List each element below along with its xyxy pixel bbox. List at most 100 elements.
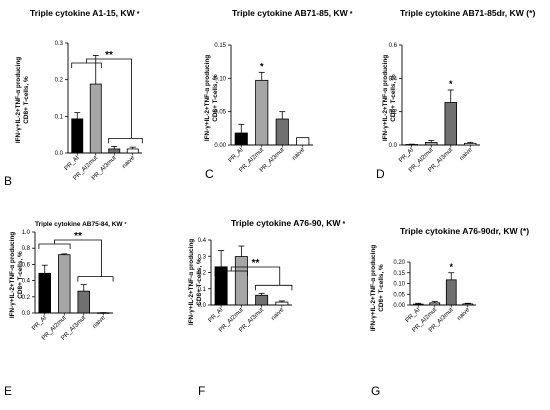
group-bracket-right — [255, 284, 293, 291]
y-axis-label: IFN-γ+IL-2+TNF-α producingCD8+ T-cells, … — [382, 55, 397, 141]
y-tick-label: 0.20 — [393, 260, 405, 266]
y-axis-label-line2: CD8+ T-cells, % — [378, 264, 385, 312]
x-tick-label: PR_AI — [398, 146, 416, 164]
y-tick-label: 0.0 — [22, 311, 31, 317]
chart-title-text: Triple cytokine A76-90, KW — [231, 218, 341, 228]
chart-title: Triple cytokine AB75-84, KW * — [35, 221, 127, 228]
group-bracket-left — [71, 62, 102, 68]
panel-c: Triple cytokine AB71-85, KW * IFN-γ+IL-2+T… — [204, 8, 353, 181]
panel-e: Triple cytokine AB75-84, KW * IFN-γ+IL-2+T… — [4, 221, 127, 398]
y-axis-label-line2: CD8+ T-cells, % — [390, 74, 397, 122]
y-tick-label: 0.10 — [393, 282, 405, 288]
y-tick-label: 0.00 — [214, 143, 226, 149]
panel-b: Triple cytokine A1-15, KW * IFN-γ+IL-2+TNF… — [4, 8, 143, 188]
y-axis-label-line2: CD8+ T-cells, % — [17, 251, 24, 299]
bar-naive — [462, 303, 474, 306]
bar-pr-ai2mut — [58, 254, 71, 314]
chart-title-text: Triple cytokine A1-15, KW — [30, 8, 136, 18]
y-tick-label: 0.0 — [55, 151, 64, 157]
y-tick-label: 0.2 — [198, 271, 207, 277]
y-tick-label: 0.8 — [22, 246, 31, 252]
chart-title: Triple cytokine AB71-85, KW * — [232, 8, 353, 18]
bar-naive — [126, 148, 139, 154]
y-tick-label: 0.15 — [393, 271, 405, 277]
y-axis-label-line2: CD8+ T-cells, % — [196, 258, 203, 306]
y-axis-label-line1: IFN-γ+IL-2+TNF-α producing — [9, 232, 16, 318]
y-tick-label: 0.6 — [22, 262, 31, 268]
panel-label: B — [4, 174, 12, 188]
chart-title-significance: * — [343, 221, 346, 228]
y-tick-label: 1.0 — [22, 230, 31, 236]
chart-title: Triple cytokine AB71-85dr, KW (*) — [400, 8, 535, 18]
comparison-line — [54, 239, 102, 277]
y-tick-label: 0.3 — [55, 41, 64, 47]
bar-pr-ai3mut — [444, 102, 457, 146]
chart-title-significance: * — [350, 11, 353, 18]
x-tick-label: naive — [91, 314, 107, 330]
y-tick-label: 0.15 — [214, 43, 226, 49]
y-tick-label: 0.4 — [22, 279, 31, 285]
y-axis-label: IFN-γ+IL-2+TNF-α producingCD8+ T-cells, … — [370, 245, 385, 331]
bar-pr-ai3mut — [445, 279, 457, 306]
bar-pr-ai — [38, 272, 52, 314]
bar-pr-ai3mut — [275, 118, 289, 146]
x-tick-label: naive — [458, 146, 474, 162]
group-bracket-right — [108, 138, 143, 144]
panel-label: E — [4, 384, 12, 398]
group-bracket-left — [38, 243, 71, 249]
x-tick-label: PR_AI — [227, 146, 245, 164]
panel-label: D — [376, 167, 385, 181]
y-tick-label: 0.05 — [393, 292, 405, 298]
panel-label: C — [205, 167, 214, 181]
comparison-line — [86, 58, 132, 139]
y-axis-label-line1: IFN-γ+IL-2+TNF-α producing — [15, 57, 22, 143]
y-tick-label: 0.0 — [198, 303, 207, 309]
y-axis-label-line1: IFN-γ+IL-2+TNF-α producing — [188, 239, 195, 325]
bar-pr-ai3mut — [255, 294, 269, 306]
comparison-significance: ** — [105, 50, 113, 61]
comparison-significance: ** — [74, 231, 82, 242]
chart-title: Triple cytokine A76-90, KW * — [231, 218, 346, 228]
bar-pr-ai2mut — [424, 142, 438, 146]
bar-pr-ai2mut — [89, 83, 102, 154]
y-tick-label: 0.6 — [389, 43, 398, 49]
bar-naive — [296, 137, 310, 146]
y-tick-label: 0.00 — [393, 303, 405, 309]
bar-pr-ai3mut — [77, 290, 91, 314]
x-tick-label: naive — [121, 154, 137, 170]
y-tick-label: 0.1 — [55, 114, 64, 120]
bar-naive — [275, 301, 289, 306]
comparison-line — [230, 266, 281, 286]
bar-pr-ai — [214, 266, 228, 306]
bar-pr-ai2mut — [234, 256, 248, 306]
y-tick-label: 0.05 — [214, 110, 226, 116]
bar-pr-ai2mut — [255, 79, 269, 146]
x-tick-label: naive — [456, 306, 472, 322]
significance-star: * — [449, 79, 453, 89]
chart-title-text: Triple cytokine AB71-85dr, KW (*) — [400, 8, 535, 18]
panel-g: Triple cytokine A76-90dr, KW (*) IFN-γ+IL… — [370, 226, 529, 398]
bar-pr-ai — [71, 118, 84, 154]
comparison-significance: ** — [252, 258, 260, 269]
chart-title: Triple cytokine A76-90dr, KW (*) — [400, 226, 529, 236]
chart-title: Triple cytokine A1-15, KW * — [30, 8, 140, 18]
y-axis-label-line1: IFN-γ+IL-2+TNF-α producing — [204, 55, 211, 141]
panel-label: F — [198, 384, 205, 398]
y-tick-label: 0.2 — [22, 295, 31, 301]
y-axis-label: IFN-γ+IL-2+TNF-α producingCD8+ T-cells, … — [9, 232, 24, 318]
y-tick-label: 0.2 — [389, 110, 398, 116]
y-tick-label: 0.10 — [214, 76, 226, 82]
bar-pr-ai — [234, 132, 248, 146]
y-axis-label-line1: IFN-γ+IL-2+TNF-α producing — [370, 245, 377, 331]
chart-title-text: Triple cytokine AB75-84, KW — [35, 221, 123, 228]
y-tick-label: 0.2 — [55, 78, 64, 84]
y-axis-label-line2: CD8+ T-cells, % — [212, 74, 219, 122]
y-tick-label: 0.1 — [198, 287, 207, 293]
bar-naive — [463, 142, 477, 146]
group-bracket-right — [77, 276, 114, 282]
bar-pr-ai — [412, 303, 424, 306]
x-tick-label: naive — [291, 146, 307, 162]
x-tick-label: PR_AI — [207, 306, 225, 324]
